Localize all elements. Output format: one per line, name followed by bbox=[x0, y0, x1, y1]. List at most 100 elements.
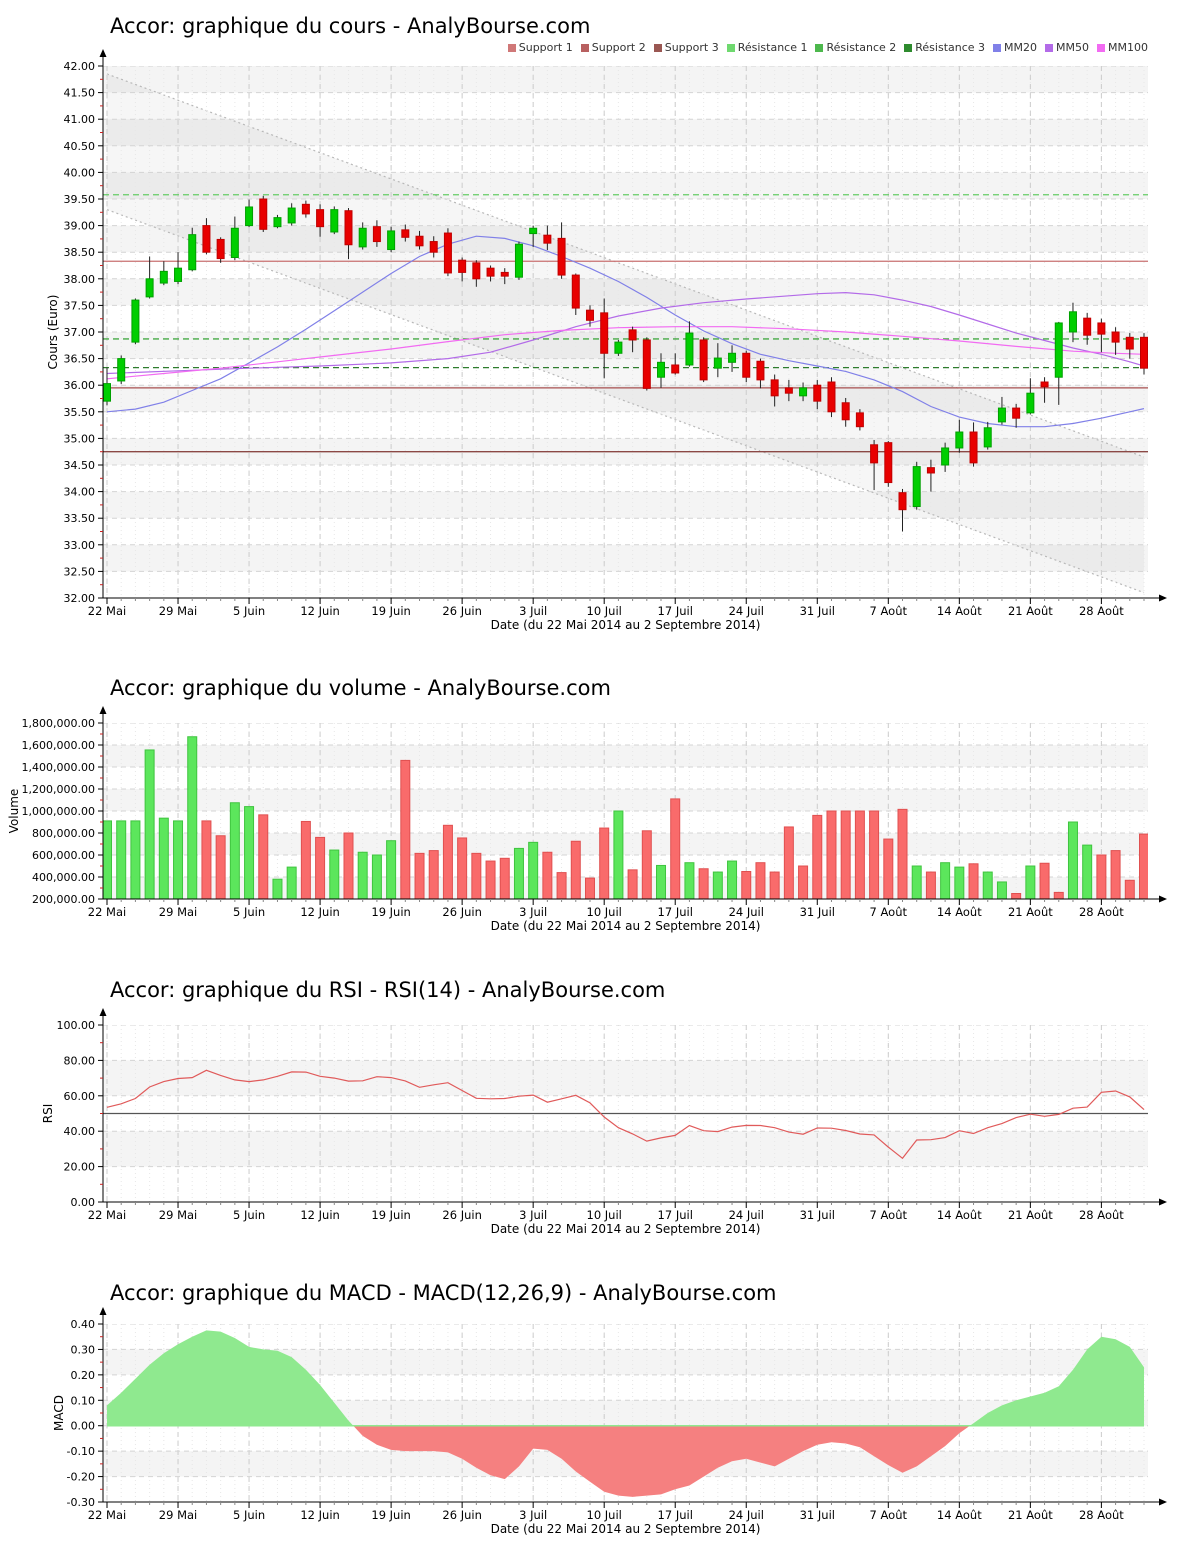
volume-bar-up bbox=[116, 820, 127, 899]
candle-down bbox=[344, 210, 353, 246]
volume-bar-down bbox=[584, 877, 595, 899]
candle-down bbox=[870, 444, 879, 464]
mm20-line bbox=[106, 235, 1145, 428]
candle-up bbox=[955, 431, 964, 449]
candle-up bbox=[358, 227, 367, 248]
x-tick-label: 10 Juil bbox=[587, 1208, 622, 1222]
candle-down bbox=[628, 329, 637, 341]
volume-bar-up bbox=[982, 871, 993, 899]
candle-down bbox=[202, 225, 211, 253]
y-tick-label: 600,000.00 bbox=[32, 849, 95, 862]
x-axis-caption: Date (du 22 Mai 2014 au 2 Septembre 2014… bbox=[491, 919, 761, 933]
volume-bar-up bbox=[513, 847, 524, 899]
candle-down bbox=[557, 237, 566, 276]
x-tick-label: 28 Août bbox=[1079, 1508, 1124, 1522]
x-tick-label: 24 Juil bbox=[729, 604, 764, 618]
volume-bar-down bbox=[1053, 891, 1064, 899]
x-tick-label: 31 Juil bbox=[800, 1508, 835, 1522]
candle-up bbox=[145, 278, 154, 298]
candle-down bbox=[671, 364, 680, 374]
candle-down bbox=[486, 267, 495, 277]
candle-up bbox=[287, 207, 296, 224]
volume-bar-up bbox=[173, 820, 184, 899]
candle-down bbox=[813, 384, 822, 402]
legend-swatch-icon bbox=[904, 43, 913, 52]
volume-bar-up bbox=[329, 849, 340, 899]
volume-bar-down bbox=[755, 862, 766, 899]
volume-bar-up bbox=[371, 854, 382, 899]
volume-bar-down bbox=[201, 820, 212, 899]
background-band bbox=[103, 544, 1148, 572]
x-tick-label: 5 Juin bbox=[233, 1508, 265, 1522]
volume-bar-down bbox=[627, 869, 638, 899]
candle-down bbox=[500, 271, 509, 277]
volume-bar-down bbox=[897, 808, 908, 899]
candle-down bbox=[372, 226, 381, 243]
y-tick-label: 37.50 bbox=[64, 299, 96, 312]
candle-down bbox=[827, 381, 836, 413]
volume-bar-up bbox=[272, 878, 283, 899]
legend-item: MM20 bbox=[993, 41, 1037, 54]
background-band bbox=[103, 745, 1148, 767]
y-tick-label: 39.00 bbox=[64, 220, 96, 233]
x-tick-label: 19 Juin bbox=[371, 905, 410, 919]
y-tick-label: 0.10 bbox=[71, 1394, 96, 1407]
y-axis-arrow-icon bbox=[99, 1008, 107, 1016]
y-axis-title: Cours (Euro) bbox=[46, 295, 60, 370]
y-tick-label: 35.00 bbox=[64, 432, 96, 445]
y-tick-label: 37.00 bbox=[64, 326, 96, 339]
candle-up bbox=[159, 270, 168, 284]
volume-bar-up bbox=[712, 871, 723, 899]
candle-down bbox=[415, 235, 424, 247]
y-tick-label: 0.20 bbox=[71, 1369, 96, 1382]
legend-swatch-icon bbox=[993, 43, 1002, 52]
x-tick-label: 21 Août bbox=[1008, 604, 1053, 618]
candle-up bbox=[174, 267, 183, 282]
legend-label: Support 3 bbox=[664, 41, 719, 54]
x-tick-label: 14 Août bbox=[937, 1508, 982, 1522]
volume-bar-up bbox=[613, 810, 624, 899]
x-tick-label: 3 Juil bbox=[519, 905, 547, 919]
candle-up bbox=[614, 341, 623, 354]
candle-up bbox=[941, 447, 950, 466]
y-tick-label: 36.50 bbox=[64, 353, 96, 366]
candle-down bbox=[472, 262, 481, 280]
legend-label: MM20 bbox=[1004, 41, 1038, 54]
volume-bar-down bbox=[783, 826, 794, 899]
price-chart-title: Accor: graphique du cours - AnalyBourse.… bbox=[110, 14, 591, 38]
x-tick-label: 29 Mai bbox=[159, 1208, 197, 1222]
volume-bar-down bbox=[442, 824, 453, 899]
x-axis-caption: Date (du 22 Mai 2014 au 2 Septembre 2014… bbox=[491, 1222, 761, 1236]
trend-channel-lower-line bbox=[106, 209, 1145, 594]
candle-down bbox=[969, 431, 978, 464]
legend-swatch-icon bbox=[815, 43, 824, 52]
candle-down bbox=[841, 402, 850, 421]
volume-bar-down bbox=[883, 838, 894, 899]
volume-bar-down bbox=[315, 836, 326, 899]
volume-bar-up bbox=[244, 806, 255, 899]
x-tick-label: 17 Juil bbox=[658, 1208, 693, 1222]
y-tick-label: 35.50 bbox=[64, 406, 96, 419]
y-tick-label: 32.00 bbox=[64, 592, 96, 605]
candle-down bbox=[770, 379, 779, 397]
legend-label: Support 1 bbox=[518, 41, 573, 54]
macd-plot-area bbox=[103, 1324, 1148, 1502]
y-tick-label: 38.00 bbox=[64, 273, 96, 286]
volume-bar-up bbox=[357, 851, 368, 899]
x-tick-label: 26 Juin bbox=[442, 1508, 481, 1522]
x-tick-label: 24 Juil bbox=[729, 905, 764, 919]
volume-bar-up bbox=[1082, 844, 1093, 899]
x-tick-label: 24 Juil bbox=[729, 1208, 764, 1222]
legend-item: Support 1 bbox=[507, 41, 573, 54]
candle-up bbox=[912, 466, 921, 507]
volume-bar-down bbox=[1011, 893, 1022, 899]
background-band bbox=[103, 66, 1148, 93]
x-tick-label: 17 Juil bbox=[658, 905, 693, 919]
y-tick-label: 100.00 bbox=[57, 1019, 96, 1032]
legend-label: MM100 bbox=[1108, 41, 1148, 54]
candle-down bbox=[1083, 317, 1092, 336]
y-tick-label: 41.00 bbox=[64, 113, 96, 126]
x-tick-label: 31 Juil bbox=[800, 905, 835, 919]
